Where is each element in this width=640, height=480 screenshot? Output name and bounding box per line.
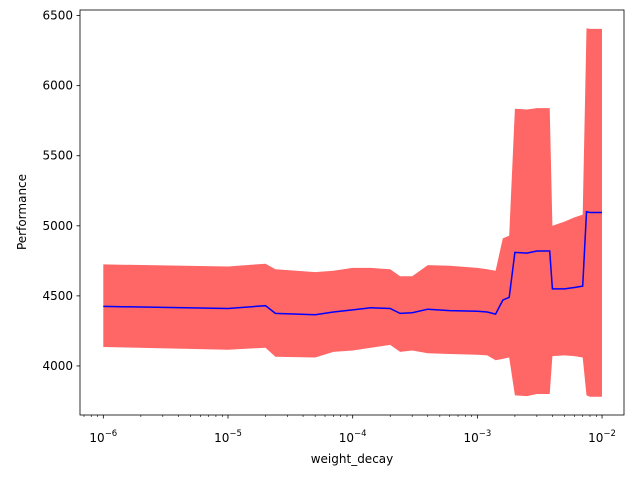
x-tick-label: 10−4 xyxy=(339,429,367,445)
y-axis-label: Performance xyxy=(15,174,29,250)
x-axis-label: weight_decay xyxy=(311,452,394,466)
y-axis-ticks: 4000 4500 5000 5500 6000 6500 xyxy=(42,9,80,373)
std-band xyxy=(103,28,603,397)
x-tick-label: 10−3 xyxy=(463,429,491,445)
x-tick-label: 10−5 xyxy=(214,429,242,445)
y-tick-label: 5000 xyxy=(42,219,73,233)
y-tick-label: 4500 xyxy=(42,289,73,303)
y-tick-label: 4000 xyxy=(42,359,73,373)
y-tick-label: 5500 xyxy=(42,149,73,163)
y-tick-label: 6000 xyxy=(42,79,73,93)
x-tick-label: 10−6 xyxy=(89,429,117,445)
x-tick-label: 10−2 xyxy=(588,429,616,445)
plot-frame xyxy=(79,9,625,416)
x-axis-ticks: 10−6 10−5 10−4 10−3 10−2 xyxy=(83,415,616,445)
y-tick-label: 6500 xyxy=(42,9,73,23)
mean-line xyxy=(103,210,602,316)
